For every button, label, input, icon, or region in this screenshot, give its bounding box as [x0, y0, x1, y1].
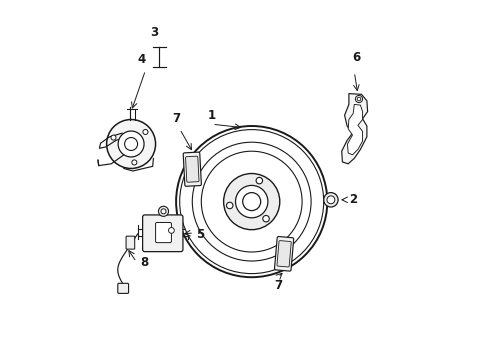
Circle shape: [356, 97, 360, 101]
Text: 6: 6: [351, 51, 360, 64]
FancyBboxPatch shape: [276, 240, 291, 267]
FancyBboxPatch shape: [185, 156, 199, 182]
Text: 7: 7: [274, 279, 282, 292]
FancyBboxPatch shape: [183, 152, 201, 186]
Circle shape: [142, 130, 148, 135]
Text: 4: 4: [137, 53, 145, 66]
Circle shape: [106, 120, 155, 168]
Circle shape: [176, 126, 326, 277]
Circle shape: [111, 135, 116, 140]
Circle shape: [124, 138, 137, 150]
Text: 1: 1: [207, 109, 216, 122]
FancyBboxPatch shape: [155, 222, 171, 243]
FancyBboxPatch shape: [142, 215, 183, 252]
Text: 3: 3: [149, 26, 158, 39]
Text: 5: 5: [196, 228, 203, 241]
Circle shape: [223, 174, 279, 230]
Circle shape: [118, 131, 144, 157]
Polygon shape: [341, 94, 367, 164]
Circle shape: [326, 196, 334, 204]
Circle shape: [262, 215, 269, 222]
Circle shape: [158, 206, 168, 216]
Text: 7: 7: [172, 112, 180, 125]
Text: 8: 8: [140, 256, 148, 269]
Circle shape: [161, 209, 166, 214]
Circle shape: [355, 95, 362, 103]
Circle shape: [235, 185, 267, 218]
Circle shape: [168, 228, 174, 233]
Circle shape: [323, 193, 337, 207]
Circle shape: [256, 177, 262, 184]
FancyBboxPatch shape: [126, 236, 134, 249]
Circle shape: [242, 193, 260, 211]
FancyBboxPatch shape: [118, 283, 128, 293]
Circle shape: [192, 142, 310, 261]
Text: 2: 2: [348, 193, 356, 206]
Polygon shape: [347, 104, 362, 155]
Circle shape: [226, 202, 232, 209]
FancyBboxPatch shape: [274, 237, 293, 271]
Circle shape: [201, 151, 302, 252]
Circle shape: [132, 160, 137, 165]
Circle shape: [179, 130, 323, 274]
